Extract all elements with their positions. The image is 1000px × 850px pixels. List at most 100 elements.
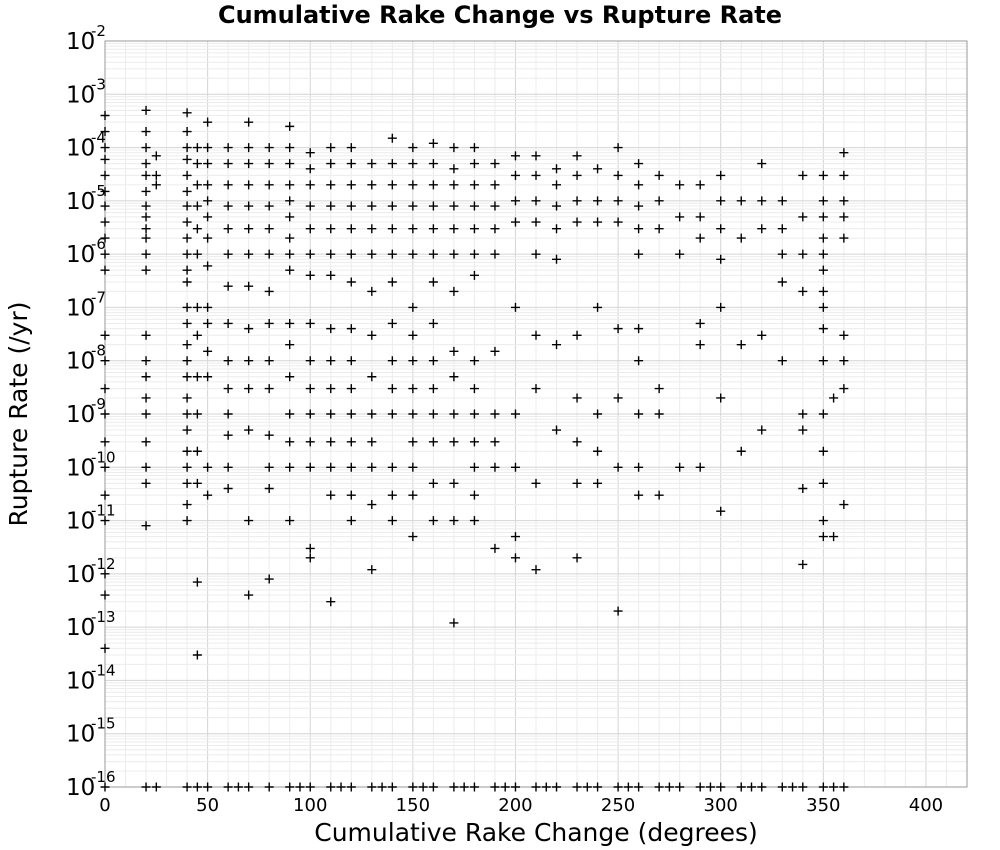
data-point	[818, 516, 828, 526]
data-point	[634, 356, 644, 366]
data-point	[326, 324, 336, 334]
data-point	[777, 277, 787, 287]
data-point	[469, 462, 479, 472]
data-point	[572, 151, 582, 161]
data-point	[654, 384, 664, 394]
y-tick-base: 10	[66, 82, 95, 108]
data-point	[408, 462, 418, 472]
data-point	[613, 196, 623, 206]
data-point	[490, 409, 500, 419]
y-tick-exponent: -12	[91, 555, 116, 573]
data-point	[408, 490, 418, 500]
data-point	[408, 356, 418, 366]
data-point	[223, 159, 233, 169]
data-point	[716, 393, 726, 403]
data-point	[839, 330, 849, 340]
x-tick-label: 250	[601, 795, 635, 816]
data-point	[490, 346, 500, 356]
data-point	[346, 180, 356, 190]
data-point	[285, 233, 295, 243]
y-tick-base: 10	[66, 775, 95, 801]
data-point	[182, 462, 192, 472]
data-point	[367, 500, 377, 510]
data-point	[264, 249, 274, 259]
data-point	[182, 500, 192, 510]
y-tick-exponent: -7	[91, 288, 106, 306]
data-point	[203, 346, 213, 356]
data-point	[818, 782, 828, 792]
data-point	[285, 516, 295, 526]
data-point	[757, 196, 767, 206]
y-tick-exponent: -5	[91, 182, 106, 200]
data-point	[408, 143, 418, 153]
y-tick-exponent: -10	[91, 448, 116, 466]
data-point	[818, 286, 828, 296]
data-point	[428, 356, 438, 366]
y-tick-exponent: -13	[91, 608, 116, 626]
data-point	[203, 212, 213, 222]
data-point	[346, 490, 356, 500]
data-point	[264, 384, 274, 394]
data-point	[469, 384, 479, 394]
data-point	[695, 462, 705, 472]
data-point	[264, 201, 274, 211]
data-point	[552, 164, 562, 174]
data-point	[798, 425, 808, 435]
data-point	[818, 302, 828, 312]
data-point	[151, 782, 161, 792]
x-axis-label: Cumulative Rake Change (degrees)	[314, 818, 758, 847]
data-point	[223, 483, 233, 493]
data-point	[141, 372, 151, 382]
data-point	[203, 462, 213, 472]
data-point	[100, 569, 110, 579]
data-point	[182, 154, 192, 164]
data-point	[264, 430, 274, 440]
y-tick-exponent: -8	[91, 342, 106, 360]
data-point	[264, 318, 274, 328]
data-point	[100, 143, 110, 153]
data-point	[716, 782, 726, 792]
data-point	[469, 437, 479, 447]
data-point	[716, 506, 726, 516]
y-tick-label: 10-4	[66, 129, 106, 162]
data-point	[367, 224, 377, 234]
data-point	[285, 249, 295, 259]
data-point	[203, 117, 213, 127]
data-point	[367, 372, 377, 382]
y-tick-base: 10	[66, 509, 95, 535]
data-point	[510, 532, 520, 542]
data-point	[346, 201, 356, 211]
data-point	[141, 356, 151, 366]
data-point	[285, 462, 295, 472]
data-point	[285, 180, 295, 190]
data-point	[408, 159, 418, 169]
data-point	[141, 143, 151, 153]
data-point	[634, 462, 644, 472]
data-point	[572, 553, 582, 563]
data-point	[367, 330, 377, 340]
data-point	[264, 180, 274, 190]
data-point	[613, 782, 623, 792]
data-point	[244, 180, 254, 190]
data-point	[326, 782, 336, 792]
data-point	[531, 478, 541, 488]
data-point	[192, 224, 202, 234]
data-point	[100, 462, 110, 472]
data-point	[408, 782, 418, 792]
data-point	[449, 618, 459, 628]
data-point	[346, 409, 356, 419]
data-point	[593, 164, 603, 174]
data-point	[387, 318, 397, 328]
data-point	[141, 249, 151, 259]
data-point	[839, 170, 849, 180]
y-tick-base: 10	[66, 242, 95, 268]
data-point	[223, 143, 233, 153]
data-point	[490, 180, 500, 190]
data-point	[182, 393, 192, 403]
data-point	[387, 490, 397, 500]
data-point	[675, 462, 685, 472]
data-point	[285, 372, 295, 382]
data-point	[675, 249, 685, 259]
data-point	[100, 217, 110, 227]
data-point	[654, 170, 664, 180]
